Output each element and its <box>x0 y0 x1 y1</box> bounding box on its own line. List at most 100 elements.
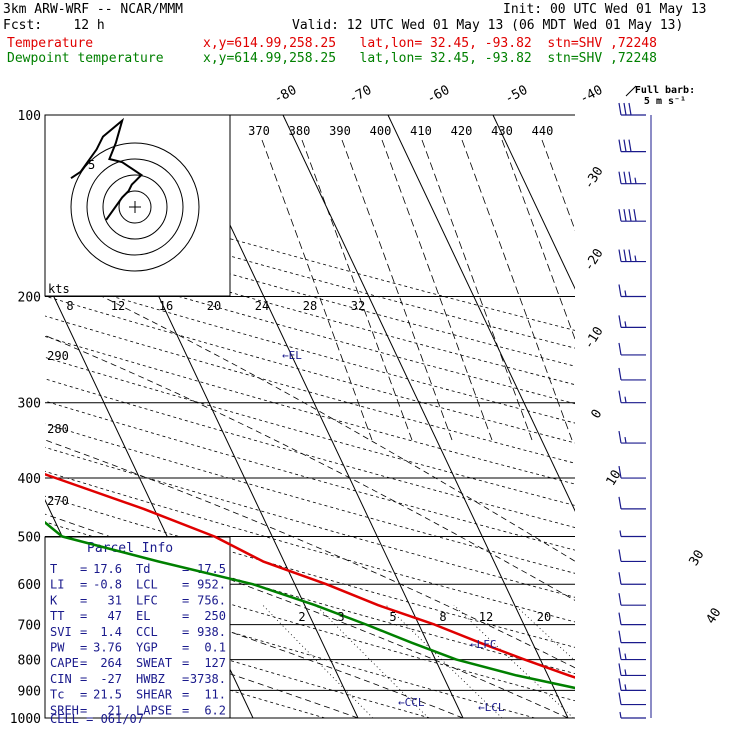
parcel-row-label: T <box>50 562 57 576</box>
temperature-legend: Temperature <box>7 36 94 51</box>
wind-barb-flag <box>618 647 622 660</box>
wind-barb-flag <box>628 249 632 262</box>
dewpoint-legend: Dewpoint temperature <box>7 51 164 66</box>
isotherm-label: -60 <box>424 83 452 107</box>
forecast-hour: Fcst: 12 h <box>3 18 105 33</box>
mixing-ratio-label: 3 <box>337 610 344 624</box>
isotherm-label: -80 <box>271 83 299 107</box>
theta-e-label: 440 <box>532 124 554 138</box>
parcel-row-label: HWBZ <box>136 672 165 686</box>
model-title: 3km ARW-WRF -- NCAR/MMM <box>3 2 184 17</box>
wind-barbs-layer: Full barb:5 m s⁻¹ <box>618 85 695 719</box>
temperature-location: x,y=614.99,258.25 lat,lon= 32.45, -93.82… <box>203 36 657 51</box>
dry-adiabat <box>45 423 575 574</box>
mixing-ratio-label: 20 <box>537 610 551 624</box>
mixing-ratio-label: 8 <box>439 610 446 624</box>
wind-barb-flag <box>623 209 627 222</box>
parcel-row-label: Tc <box>50 688 64 702</box>
pressure-tick-label: 900 <box>18 684 41 699</box>
isotherm-label: 40 <box>704 606 725 627</box>
wind-barb-flag <box>623 249 627 262</box>
parcel-row-eq: = <box>80 578 87 592</box>
wind-barb-half <box>619 711 622 719</box>
theta-e-layer <box>261 139 575 441</box>
parcel-row-value: 31 <box>108 593 122 607</box>
isotherm-label: -10 <box>581 324 606 352</box>
parcel-row-label: TT <box>50 609 64 623</box>
theta-e-label: 420 <box>451 124 473 138</box>
parcel-row-eq: = <box>182 625 189 639</box>
wind-barb-flag <box>618 209 622 222</box>
hodograph-trace <box>70 117 143 221</box>
theta-e-label: 380 <box>289 124 311 138</box>
parcel-row-label: CIN <box>50 672 72 686</box>
pressure-tick-label: 300 <box>18 397 41 412</box>
hodograph-ring <box>86 158 184 256</box>
hodograph-layer: 5 <box>70 117 200 272</box>
parcel-row-value: 0.1 <box>204 641 226 655</box>
temperature-curve <box>45 472 575 679</box>
parcel-row-value: 11. <box>204 688 226 702</box>
hodograph-speed-label: 28 <box>303 299 317 313</box>
wind-barb-half <box>634 177 637 184</box>
level-annotation-el: ←EL <box>282 349 302 362</box>
parcel-row-value: 952. <box>197 578 226 592</box>
isotherm-line <box>492 115 575 290</box>
parcel-row-label: CAPE <box>50 656 79 670</box>
parcel-row-eq: = <box>182 688 189 702</box>
hodograph-frame <box>44 114 231 297</box>
isotherm-label: -20 <box>581 246 606 274</box>
hodograph-speed-label: 32 <box>351 299 365 313</box>
hodograph-speed-label: 24 <box>255 299 269 313</box>
wind-barb-half <box>634 255 637 262</box>
parcel-row-label: SWEAT <box>136 656 172 670</box>
temperature-layer <box>45 472 575 679</box>
mixing-ratio-label: 2 <box>298 610 305 624</box>
mixing-ratio-label: 12 <box>479 610 493 624</box>
pressure-tick-label: 400 <box>18 472 41 487</box>
mixing-ratio-line <box>596 605 723 718</box>
dry-adiabat <box>45 220 575 367</box>
parcel-row-label: SREH <box>50 703 79 717</box>
parcel-row-value: 47 <box>108 609 122 623</box>
parcel-row-value: 250 <box>204 609 226 623</box>
pressure-tick-label: 100 <box>18 109 41 124</box>
dry-adiabat-label: 280 <box>47 422 69 436</box>
parcel-row-eq: = <box>80 703 87 717</box>
dry-adiabat <box>45 446 575 598</box>
parcel-row-label: LCL <box>136 578 158 592</box>
hodograph-ring-label: 5 <box>88 158 95 172</box>
theta-e-label: 430 <box>491 124 513 138</box>
parcel-row-label: LFC <box>136 593 158 607</box>
parcel-row-value: 1.4 <box>100 625 122 639</box>
dry-adiabat <box>45 315 575 464</box>
parcel-row-eq: = <box>182 656 189 670</box>
wind-barb-flag <box>618 612 622 625</box>
wind-barb-half <box>619 530 622 537</box>
isotherm-label: -50 <box>502 83 530 107</box>
parcel-row-label: K <box>50 593 58 607</box>
dry-adiabat-label: 270 <box>47 494 69 508</box>
wind-barb-flag <box>618 678 622 691</box>
parcel-row-label: LAPSE <box>136 703 172 717</box>
theta-e-label: 410 <box>410 124 432 138</box>
wind-barb-half <box>624 321 627 328</box>
hodograph-ring <box>70 142 200 272</box>
pressure-tick-label: 600 <box>18 578 41 593</box>
parcel-row-eq: = <box>80 672 87 686</box>
pressure-tick-label: 200 <box>18 291 41 306</box>
parcel-row-eq: = <box>182 593 189 607</box>
wind-barb-flag <box>618 390 622 403</box>
wind-barb-half <box>624 396 627 403</box>
parcel-row-label: SVI <box>50 625 72 639</box>
dry-adiabat <box>45 548 575 702</box>
parcel-row-value: -27 <box>100 672 122 686</box>
mixing-ratio-line <box>453 604 574 718</box>
theta-e-line <box>461 139 573 441</box>
wind-barb-flag <box>618 572 622 585</box>
wind-barb-flag <box>628 102 632 116</box>
wind-barb-flag <box>618 549 622 562</box>
parcel-row-label: PW <box>50 641 65 655</box>
